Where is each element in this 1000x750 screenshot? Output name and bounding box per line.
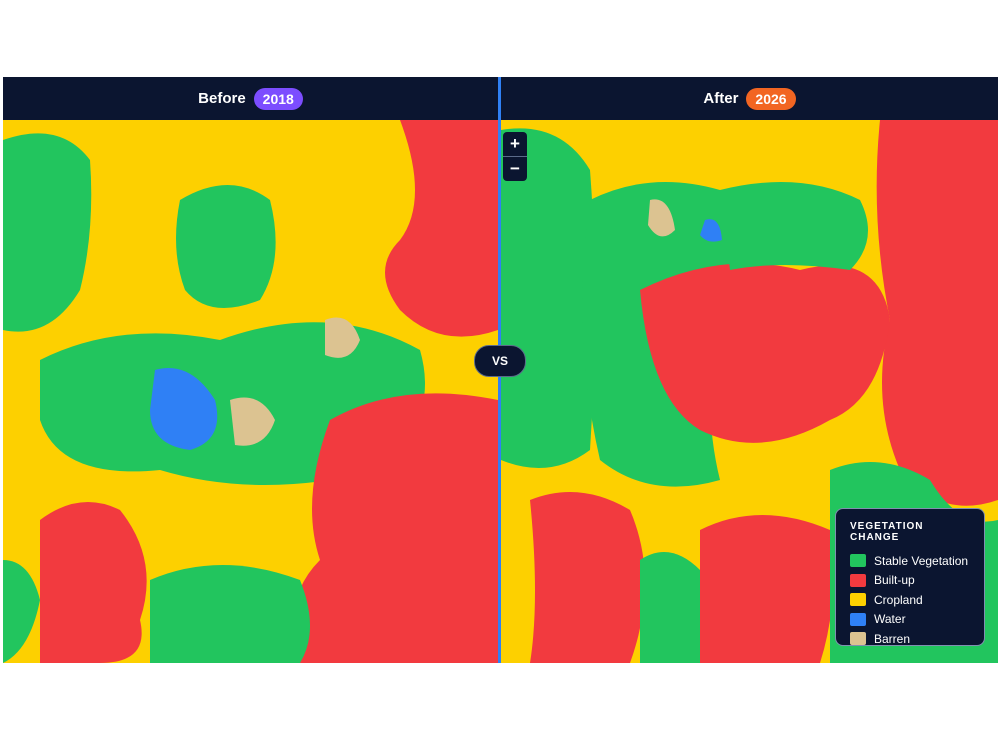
- zoom-in[interactable]: +: [503, 132, 527, 157]
- legend-label: Barren: [874, 631, 911, 646]
- vs-badge: VS: [474, 345, 526, 377]
- legend-swatch: [850, 573, 866, 587]
- legend-item: Barren: [850, 629, 970, 649]
- before-header: Before 2018: [3, 77, 498, 120]
- before-label: Before: [198, 90, 246, 107]
- before-year: 2018: [253, 87, 303, 110]
- after-label: After: [703, 90, 739, 107]
- legend-label: Built-up: [874, 573, 915, 588]
- legend-label: Stable Vegetation: [874, 553, 969, 568]
- legend-item: Cropland: [850, 590, 970, 610]
- legend-item: Water: [850, 610, 970, 630]
- legend-title: VEGETATION CHANGE: [850, 521, 924, 543]
- after-header: After 2026: [501, 77, 998, 120]
- legend: VEGETATION CHANGE Stable Vegetation Built…: [835, 508, 985, 646]
- legend-item: Stable Vegetation: [850, 551, 970, 571]
- legend-swatch: [850, 632, 866, 646]
- legend-label: Water: [874, 612, 906, 627]
- legend-swatch: [850, 593, 866, 607]
- legend-swatch: [850, 554, 866, 568]
- zoom-control: + −: [503, 132, 527, 181]
- legend-label: Cropland: [874, 592, 923, 607]
- legend-item: Built-up: [850, 571, 970, 591]
- after-year: 2026: [746, 87, 796, 110]
- zoom-out[interactable]: −: [510, 159, 520, 178]
- legend-swatch: [850, 612, 866, 626]
- before-map: [3, 120, 498, 663]
